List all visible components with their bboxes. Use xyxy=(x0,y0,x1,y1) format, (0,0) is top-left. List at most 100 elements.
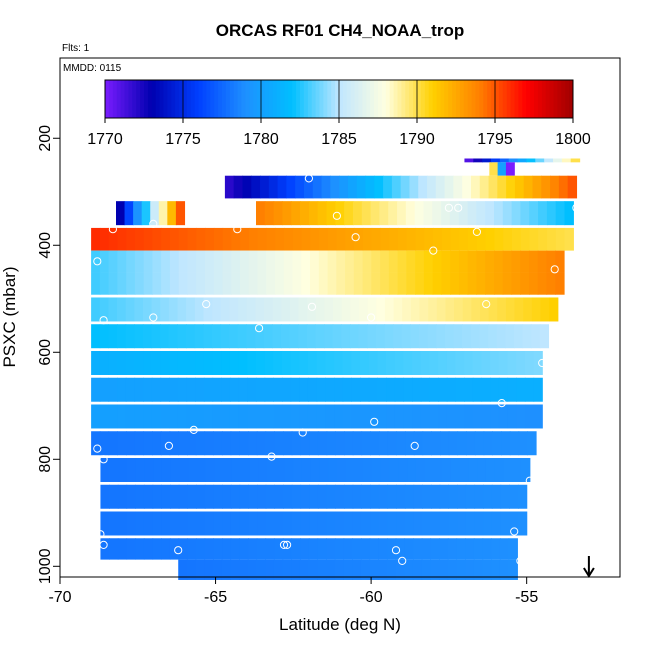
heatmap-cell xyxy=(307,404,318,429)
heatmap-cell xyxy=(161,227,171,251)
heatmap-cell xyxy=(299,559,310,580)
heatmap-cell xyxy=(470,324,481,349)
heatmap-cell xyxy=(481,350,491,375)
heatmap-cell xyxy=(394,377,405,402)
heatmap-cell xyxy=(345,272,355,295)
heatmap-cell xyxy=(108,227,119,251)
heatmap-cell xyxy=(308,538,319,560)
heatmap-cell xyxy=(511,201,522,226)
heatmap-cell xyxy=(153,457,163,482)
x-tick-label: -60 xyxy=(360,589,383,606)
heatmap-cell xyxy=(378,511,389,536)
heatmap-cell xyxy=(430,538,440,560)
colorbar-swatch xyxy=(417,80,422,118)
heatmap-cell xyxy=(436,324,446,349)
heatmap-cell xyxy=(117,431,127,456)
heatmap-cell xyxy=(300,484,310,509)
heatmap-cell xyxy=(203,404,214,429)
heatmap-cell xyxy=(367,297,377,322)
heatmap-cell xyxy=(264,404,274,429)
heatmap-cell xyxy=(412,350,422,375)
colorbar-swatch xyxy=(561,80,566,118)
heatmap-cell xyxy=(222,272,232,295)
heatmap-cell xyxy=(108,431,118,456)
heatmap-cell xyxy=(531,324,541,349)
heatmap-cell xyxy=(231,457,242,482)
heatmap-cell xyxy=(222,484,232,509)
colorbar-swatch xyxy=(491,80,496,118)
sample-point xyxy=(472,227,481,236)
heatmap-cell xyxy=(319,457,329,482)
heatmap-cell xyxy=(160,377,170,402)
heatmap-cell xyxy=(482,538,492,560)
heatmap-cell xyxy=(494,227,504,251)
heatmap-cell xyxy=(394,404,405,429)
heatmap-cell xyxy=(532,175,542,199)
heatmap-cell xyxy=(491,511,502,536)
heatmap-cell xyxy=(178,484,189,509)
colorbar-swatch xyxy=(194,80,200,118)
heatmap-cell xyxy=(187,511,197,536)
heatmap-cell xyxy=(388,250,399,273)
flights-label: Flts: 1 xyxy=(62,43,90,54)
heatmap-cell xyxy=(301,272,311,295)
colorbar-swatch xyxy=(229,80,235,118)
heatmap-cell xyxy=(415,272,425,295)
sample-point xyxy=(516,556,525,566)
colorbar-swatch xyxy=(350,80,356,118)
heatmap-cell xyxy=(473,559,484,580)
colorbar-swatch xyxy=(327,80,332,118)
heatmap-cell xyxy=(555,227,566,251)
heatmap-cell xyxy=(91,272,101,295)
heatmap-cell xyxy=(499,559,510,580)
heatmap-cell xyxy=(221,404,231,429)
heatmap-cell xyxy=(264,350,274,375)
heatmap-cell xyxy=(248,538,258,560)
heatmap-cell xyxy=(538,201,548,226)
heatmap-cell xyxy=(135,484,145,509)
heatmap-cell xyxy=(523,175,534,199)
colorbar-swatch xyxy=(241,80,246,118)
heatmap-cell xyxy=(441,272,451,295)
heatmap-cell xyxy=(100,457,110,482)
heatmap-cell xyxy=(404,484,415,509)
heatmap-cell xyxy=(377,377,387,402)
heatmap-cell xyxy=(546,272,556,295)
heatmap-cell xyxy=(423,272,434,295)
heatmap-cell xyxy=(283,511,293,536)
sample-point xyxy=(550,265,559,274)
heatmap-cell xyxy=(447,559,458,580)
heatmap-cell xyxy=(336,227,346,251)
heatmap-cell xyxy=(555,201,566,226)
colorbar-swatch xyxy=(534,80,539,118)
colorbar-swatch xyxy=(257,80,262,118)
heatmap-cell xyxy=(196,250,206,273)
heatmap-cell xyxy=(334,350,344,375)
heatmap-cell xyxy=(432,250,442,273)
colorbar-swatch xyxy=(456,80,461,118)
heatmap-cell xyxy=(369,538,379,560)
heatmap-cell xyxy=(470,175,481,199)
heatmap-cell xyxy=(345,250,355,273)
heatmap-cell xyxy=(299,404,309,429)
colorbar-swatch xyxy=(245,80,250,118)
heatmap-cell xyxy=(186,297,196,322)
heatmap-cell xyxy=(492,431,502,456)
heatmap-cell xyxy=(343,538,353,560)
heatmap-cell xyxy=(430,484,441,509)
heatmap-cell xyxy=(488,175,498,199)
heatmap-cell xyxy=(257,484,267,509)
heatmap-cell xyxy=(509,484,519,509)
heatmap-cell xyxy=(404,538,414,560)
heatmap-cell xyxy=(134,227,145,251)
colorbar-swatch xyxy=(545,80,551,118)
heatmap-cell xyxy=(378,559,388,580)
heatmap-cell xyxy=(117,324,127,349)
heatmap-cell xyxy=(177,377,188,402)
heatmap-cell xyxy=(91,324,101,349)
y-axis-label: PSXC (mbar) xyxy=(0,266,19,367)
sample-point xyxy=(149,313,158,322)
arrow-head xyxy=(583,567,595,578)
heatmap-cell xyxy=(109,457,119,482)
heatmap-cell xyxy=(326,538,336,560)
